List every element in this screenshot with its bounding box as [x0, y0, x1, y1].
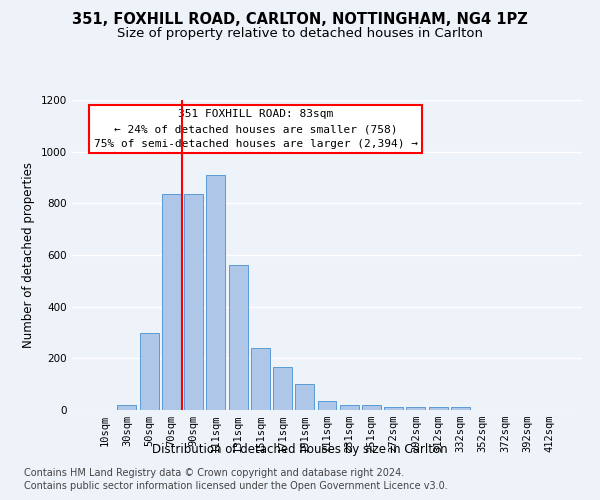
Bar [340, 405, 359, 410]
Y-axis label: Number of detached properties: Number of detached properties [22, 162, 35, 348]
Bar [206, 175, 225, 410]
Bar [118, 405, 136, 410]
Bar [162, 194, 181, 410]
Bar [451, 408, 470, 410]
Bar [184, 194, 203, 410]
Bar [295, 384, 314, 410]
Bar [251, 348, 270, 410]
Bar [406, 408, 425, 410]
Bar [140, 332, 158, 410]
Bar [229, 266, 248, 410]
Text: Distribution of detached houses by size in Carlton: Distribution of detached houses by size … [152, 442, 448, 456]
Text: Contains HM Land Registry data © Crown copyright and database right 2024.: Contains HM Land Registry data © Crown c… [24, 468, 404, 477]
Bar [273, 368, 292, 410]
Text: Contains public sector information licensed under the Open Government Licence v3: Contains public sector information licen… [24, 481, 448, 491]
Bar [317, 401, 337, 410]
Bar [429, 408, 448, 410]
Bar [384, 408, 403, 410]
Text: Size of property relative to detached houses in Carlton: Size of property relative to detached ho… [117, 28, 483, 40]
Bar [362, 405, 381, 410]
Text: 351 FOXHILL ROAD: 83sqm
← 24% of detached houses are smaller (758)
75% of semi-d: 351 FOXHILL ROAD: 83sqm ← 24% of detache… [94, 110, 418, 149]
Text: 351, FOXHILL ROAD, CARLTON, NOTTINGHAM, NG4 1PZ: 351, FOXHILL ROAD, CARLTON, NOTTINGHAM, … [72, 12, 528, 28]
